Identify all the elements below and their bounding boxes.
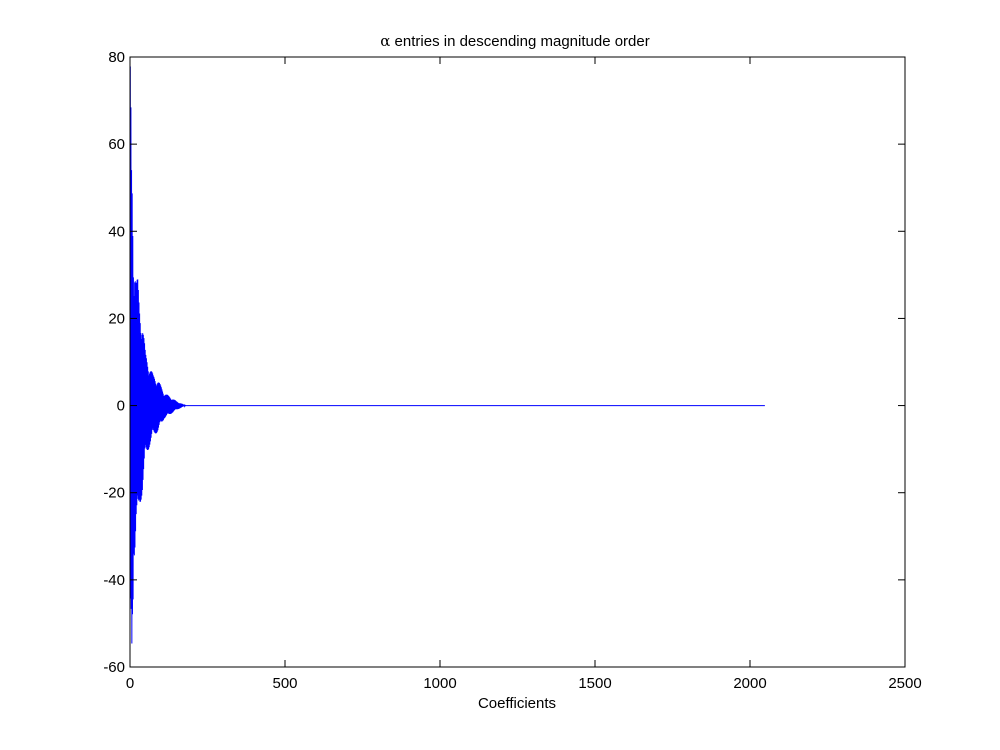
y-tick-label: -20 bbox=[103, 485, 125, 502]
x-axis-label: Coefficients bbox=[478, 695, 556, 712]
plot-area bbox=[129, 66, 765, 644]
y-tick-label: 20 bbox=[108, 310, 125, 327]
y-tick-label: -60 bbox=[103, 659, 125, 676]
x-tick-label: 2500 bbox=[888, 675, 921, 692]
title-text: entries in descending magnitude order bbox=[390, 33, 649, 50]
x-tick-label: 1500 bbox=[578, 675, 611, 692]
chart-title: α entries in descending magnitude order bbox=[380, 32, 649, 50]
axes-box bbox=[129, 56, 906, 668]
y-tick-label: 40 bbox=[108, 223, 125, 240]
title-alpha-symbol: α bbox=[380, 32, 390, 50]
y-tick-label: 0 bbox=[117, 398, 125, 415]
x-tick-label: 0 bbox=[126, 675, 134, 692]
y-tick-label: -40 bbox=[103, 572, 125, 589]
series-line bbox=[129, 66, 765, 644]
x-tick-label: 2000 bbox=[733, 675, 766, 692]
axes: 0 500 1000 1500 2000 2500 -60 -40 -20 0 20 40 60 80 bbox=[103, 49, 921, 692]
x-tick-label: 500 bbox=[272, 675, 297, 692]
y-tick-label: 60 bbox=[108, 136, 125, 153]
y-tick-label: 80 bbox=[108, 49, 125, 66]
x-tick-label: 1000 bbox=[423, 675, 456, 692]
